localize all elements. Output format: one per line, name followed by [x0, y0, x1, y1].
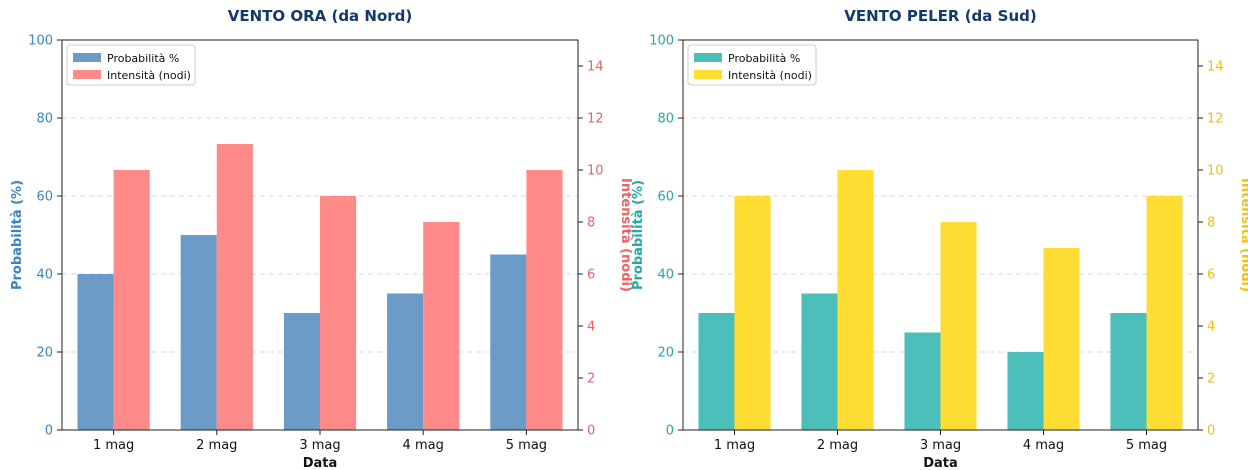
bar-probabilita-3 — [904, 332, 941, 430]
bar-intensita-5 — [1146, 196, 1183, 430]
right-tick-label: 12 — [587, 112, 604, 127]
bar-intensita-4 — [423, 222, 460, 430]
legend-label-2: Intensità (nodi) — [107, 69, 191, 82]
right-axis-label: Intensità (nodi) — [1238, 178, 1248, 292]
bar-probabilita-1 — [77, 274, 114, 430]
x-tick-label: 5 mag — [1126, 438, 1167, 453]
bar-probabilita-5 — [1110, 313, 1147, 430]
right-axis-label: Intensità (nodi) — [618, 178, 633, 292]
left-tick-label: 0 — [45, 424, 53, 439]
bar-intensita-1 — [113, 170, 150, 430]
legend-label-1: Probabilità % — [107, 52, 179, 65]
bar-probabilita-2 — [801, 293, 838, 430]
bar-probabilita-2 — [180, 235, 217, 430]
right-tick-label: 14 — [587, 60, 604, 75]
right-tick-label: 14 — [1207, 60, 1224, 75]
left-tick-label: 20 — [36, 346, 53, 361]
chart-title: VENTO ORA (da Nord) — [228, 7, 413, 25]
legend-label-2: Intensità (nodi) — [728, 69, 812, 82]
legend-swatch-1 — [694, 53, 722, 62]
left-tick-label: 80 — [657, 112, 674, 127]
chart-vento-ora: 0 20 40 60 80 100 0 2 4 6 8 10 12 14 1 mag 2 mag 3 mag 4 … — [10, 7, 633, 470]
bar-probabilita-4 — [1007, 352, 1044, 430]
right-tick-label: 4 — [1207, 320, 1215, 335]
right-tick-label: 0 — [1207, 424, 1215, 439]
left-axis-label: Probabilità (%) — [631, 180, 646, 290]
bar-probabilita-1 — [698, 313, 735, 430]
right-tick-label: 6 — [1207, 268, 1215, 283]
right-tick-label: 8 — [587, 216, 595, 231]
left-axis-label: Probabilità (%) — [10, 180, 25, 290]
x-tick-label: 3 mag — [299, 438, 340, 453]
left-tick-label: 60 — [657, 190, 674, 205]
bar-probabilita-5 — [490, 254, 527, 430]
left-tick-label: 40 — [36, 268, 53, 283]
x-tick-label: 4 mag — [1023, 438, 1064, 453]
legend-label-1: Probabilità % — [728, 52, 800, 65]
left-tick-label: 100 — [649, 34, 674, 49]
legend: Probabilità % Intensità (nodi) — [687, 44, 817, 86]
right-tick-label: 2 — [1207, 372, 1215, 387]
x-axis-label: Data — [923, 456, 958, 470]
right-tick-label: 0 — [587, 424, 595, 439]
x-tick-label: 2 mag — [196, 438, 237, 453]
right-tick-label: 2 — [587, 372, 595, 387]
right-tick-label: 12 — [1207, 112, 1224, 127]
legend-swatch-2 — [73, 70, 101, 79]
x-tick-label: 5 mag — [506, 438, 547, 453]
x-tick-label: 1 mag — [714, 438, 755, 453]
left-tick-label: 40 — [657, 268, 674, 283]
right-tick-label: 6 — [587, 268, 595, 283]
right-tick-label: 4 — [587, 320, 595, 335]
bar-probabilita-4 — [387, 293, 424, 430]
left-tick-label: 80 — [36, 112, 53, 127]
chart-title: VENTO PELER (da Sud) — [844, 7, 1036, 25]
bar-intensita-3 — [940, 222, 977, 430]
bar-intensita-1 — [734, 196, 771, 430]
right-tick-label: 10 — [587, 164, 604, 179]
x-axis-label: Data — [303, 456, 338, 470]
left-tick-label: 0 — [666, 424, 674, 439]
right-tick-label: 10 — [1207, 164, 1224, 179]
right-tick-label: 8 — [1207, 216, 1215, 231]
x-tick-label: 4 mag — [403, 438, 444, 453]
legend-swatch-1 — [73, 53, 101, 62]
bar-probabilita-3 — [283, 313, 320, 430]
left-tick-label: 100 — [28, 34, 53, 49]
legend-swatch-2 — [694, 70, 722, 79]
x-tick-label: 2 mag — [817, 438, 858, 453]
bar-intensita-4 — [1043, 248, 1080, 430]
legend: Probabilità % Intensità (nodi) — [66, 44, 196, 86]
bar-intensita-5 — [526, 170, 563, 430]
bar-intensita-2 — [216, 144, 253, 430]
left-tick-label: 60 — [36, 190, 53, 205]
bar-intensita-2 — [837, 170, 874, 430]
x-tick-label: 3 mag — [920, 438, 961, 453]
x-tick-label: 1 mag — [93, 438, 134, 453]
bar-intensita-3 — [320, 196, 357, 430]
left-tick-label: 20 — [657, 346, 674, 361]
chart-vento-peler: 0 20 40 60 80 100 0 2 4 6 8 10 12 14 1 mag 2 mag 3 mag 4 … — [631, 7, 1248, 470]
